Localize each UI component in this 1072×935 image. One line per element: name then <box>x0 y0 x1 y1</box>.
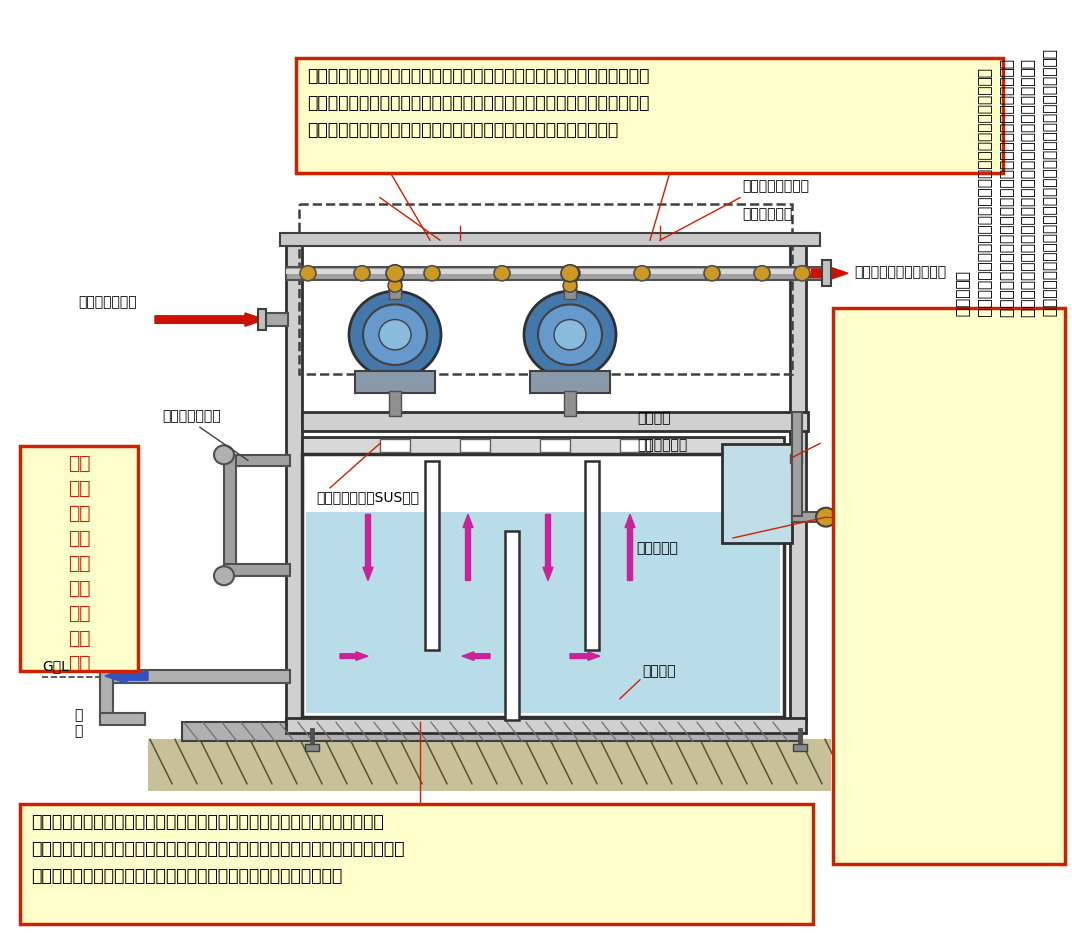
Circle shape <box>494 266 510 280</box>
Bar <box>530 370 610 394</box>
Circle shape <box>564 266 580 280</box>
Polygon shape <box>808 266 848 280</box>
Polygon shape <box>570 652 600 660</box>
Text: ステンレス製屋根: ステンレス製屋根 <box>742 179 809 193</box>
Text: アン
カー
ボル
トは
必ず
施工
して
下さ
い。: アン カー ボル トは 必ず 施工 して 下さ い。 <box>68 453 90 673</box>
Circle shape <box>425 266 440 280</box>
Bar <box>585 461 599 651</box>
Circle shape <box>388 279 402 292</box>
Polygon shape <box>625 514 635 581</box>
Text: 排
水: 排 水 <box>74 708 83 739</box>
Polygon shape <box>105 669 148 683</box>
Circle shape <box>634 266 650 280</box>
Bar <box>264 313 288 326</box>
Bar <box>302 437 784 453</box>
Bar <box>790 233 806 723</box>
Text: 排水バルブ: 排水バルブ <box>636 540 678 554</box>
Bar <box>564 392 576 416</box>
Bar <box>286 717 806 733</box>
Text: 油分離槽: 油分離槽 <box>642 664 675 678</box>
Bar <box>182 723 802 741</box>
Bar <box>389 280 401 293</box>
Text: 地下タンクより: 地下タンクより <box>78 295 136 309</box>
Bar <box>286 268 812 274</box>
Bar <box>306 744 319 751</box>
Bar <box>302 453 784 716</box>
Polygon shape <box>544 514 553 581</box>
Bar <box>792 412 802 516</box>
Bar <box>425 461 440 651</box>
Circle shape <box>538 305 602 365</box>
Bar <box>620 439 650 452</box>
Bar <box>355 370 435 394</box>
Bar <box>793 744 807 751</box>
Text: （タメマス）: （タメマス） <box>637 439 687 453</box>
Bar <box>792 512 830 522</box>
Bar <box>280 233 820 246</box>
Bar <box>224 454 291 467</box>
Bar <box>822 260 831 286</box>
Circle shape <box>386 265 404 281</box>
Circle shape <box>754 266 770 280</box>
Circle shape <box>363 305 427 365</box>
Circle shape <box>816 508 836 526</box>
Circle shape <box>214 567 234 585</box>
FancyBboxPatch shape <box>296 58 1003 173</box>
Bar <box>564 280 576 293</box>
Bar <box>306 512 780 712</box>
Bar <box>389 285 401 299</box>
Bar <box>258 309 266 330</box>
Polygon shape <box>363 514 373 581</box>
Bar <box>389 392 401 416</box>
FancyBboxPatch shape <box>20 803 813 924</box>
Circle shape <box>794 266 810 280</box>
Bar <box>460 439 490 452</box>
Text: ステンレスの屋根は取りはずしができます。屋根の左・右は可燃ガスが滞
まらないよう通風を良くするため、開放されています。雨が吹き込んでポ
ンプピットに水がたまって: ステンレスの屋根は取りはずしができます。屋根の左・右は可燃ガスが滞 まらないよう… <box>307 67 650 139</box>
Polygon shape <box>155 313 265 326</box>
Bar <box>224 454 236 576</box>
Bar <box>299 204 792 374</box>
Text: G・L: G・L <box>42 659 69 673</box>
Bar <box>100 712 145 726</box>
Bar <box>302 412 808 431</box>
Circle shape <box>300 266 316 280</box>
Bar <box>564 285 576 299</box>
Bar <box>379 439 410 452</box>
Text: 油分離槽フタ（SUS製）: 油分離槽フタ（SUS製） <box>316 490 419 504</box>
FancyBboxPatch shape <box>833 309 1064 864</box>
Circle shape <box>704 266 720 280</box>
Text: オイルポンプ: オイルポンプ <box>742 207 792 221</box>
Polygon shape <box>463 514 473 581</box>
Bar <box>505 531 519 720</box>
Circle shape <box>563 279 577 292</box>
Bar <box>100 670 113 717</box>
Bar <box>723 444 792 542</box>
Text: サイホン防止管: サイホン防止管 <box>162 410 221 424</box>
Bar <box>790 453 802 463</box>
Polygon shape <box>462 652 490 660</box>
Polygon shape <box>340 652 368 660</box>
Bar <box>540 439 570 452</box>
Text: 完成検査の時には油水分離槽の中へ水を入れて下さい。永年のうちには油水
分離槽の底部に不純分（スラグ）が滞ってきますから、年に一度は必ず槽内の掃
除をして下さい。: 完成検査の時には油水分離槽の中へ水を入れて下さい。永年のうちには油水 分離槽の底… <box>31 813 404 885</box>
Circle shape <box>214 445 234 464</box>
Bar <box>100 670 291 683</box>
Bar <box>286 233 302 723</box>
Circle shape <box>554 320 586 350</box>
Text: このバルブは常時閉とします。貯留設備に液がたまった時、その
液が水か、油かを確かめ、油の場合は、貯留設備の中をふきと
って下さい。水の場合は、排水バルブを開いて: このバルブは常時閉とします。貯留設備に液がたまった時、その 液が水か、油かを確か… <box>955 50 1057 318</box>
Circle shape <box>524 291 616 378</box>
Bar <box>286 266 812 280</box>
Circle shape <box>561 265 579 281</box>
Bar <box>224 565 291 576</box>
Bar <box>148 740 831 791</box>
Circle shape <box>379 320 411 350</box>
FancyBboxPatch shape <box>20 446 138 671</box>
Bar <box>806 266 827 280</box>
Text: 貯留設備: 貯留設備 <box>637 411 670 425</box>
Circle shape <box>349 291 441 378</box>
Circle shape <box>354 266 370 280</box>
Text: オイルサービスタンクへ: オイルサービスタンクへ <box>854 266 947 280</box>
